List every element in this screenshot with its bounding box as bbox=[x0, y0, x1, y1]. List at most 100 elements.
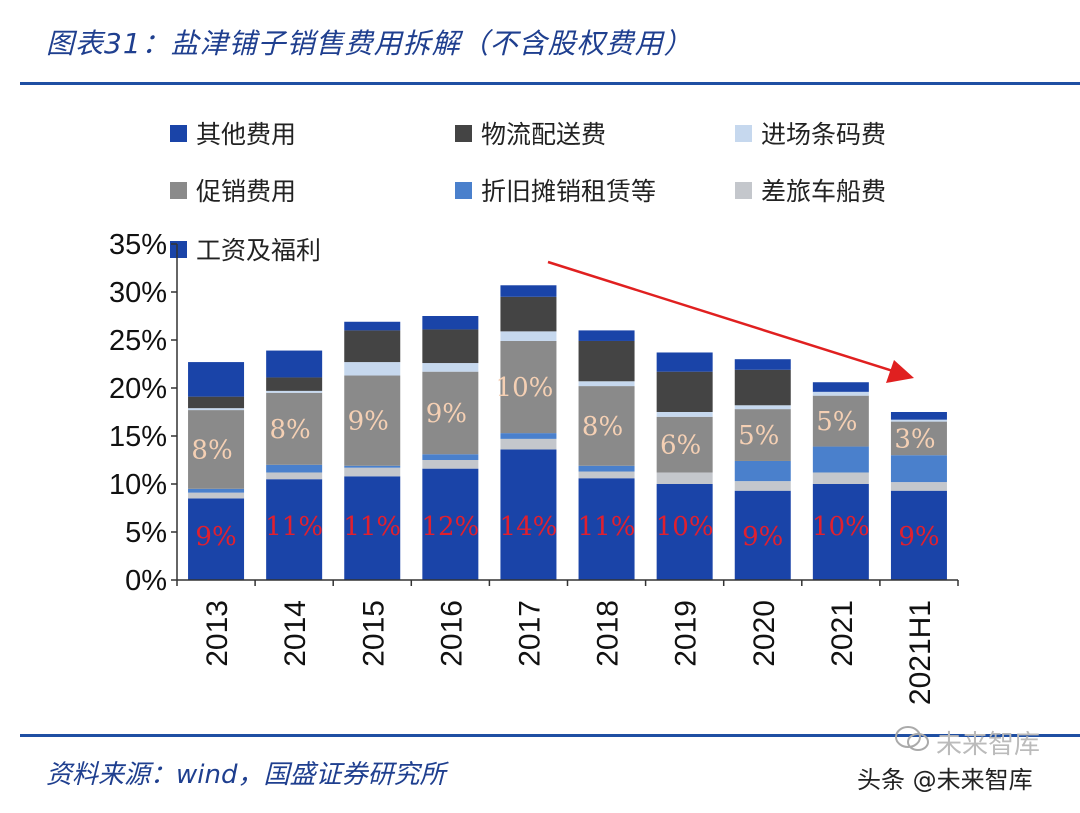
bar-segment bbox=[188, 362, 245, 397]
bar-segment bbox=[578, 465, 635, 472]
legend-label: 其他费用 bbox=[196, 120, 296, 149]
bar-segment bbox=[188, 488, 245, 493]
bar-segment bbox=[344, 330, 401, 363]
bar-segment bbox=[578, 478, 635, 580]
bar-segment bbox=[344, 321, 401, 331]
y-tick-label: 35% bbox=[109, 229, 167, 261]
legend-swatch bbox=[170, 182, 187, 199]
bar-segment bbox=[890, 490, 947, 580]
trend-arrow-head bbox=[886, 360, 914, 383]
bar-segment bbox=[500, 296, 557, 332]
bar-segment bbox=[188, 396, 245, 409]
bar-segment bbox=[812, 382, 869, 392]
bar-segment bbox=[422, 468, 479, 580]
bar-segment bbox=[344, 465, 401, 468]
bar-segment bbox=[656, 416, 713, 473]
bar-segment bbox=[656, 484, 713, 580]
bar-segment bbox=[500, 331, 557, 341]
promo-data-label: 8% bbox=[191, 435, 232, 465]
legend-swatch bbox=[455, 125, 472, 142]
bar-segment bbox=[500, 433, 557, 439]
bar-segment bbox=[890, 455, 947, 483]
bar-segment bbox=[266, 479, 323, 580]
legend-label: 工资及福利 bbox=[196, 236, 321, 265]
bar-segment bbox=[422, 371, 479, 455]
legend-swatch bbox=[735, 182, 752, 199]
bar-segment bbox=[344, 362, 401, 376]
bar-segment bbox=[188, 410, 245, 489]
bar-segment bbox=[656, 352, 713, 372]
y-tick-label: 25% bbox=[109, 325, 167, 357]
y-tick-label: 10% bbox=[109, 469, 167, 501]
bar-segment bbox=[578, 330, 635, 341]
legend-swatch bbox=[170, 241, 187, 258]
bar-segment bbox=[734, 409, 791, 461]
legend-label: 折旧摊销租赁等 bbox=[481, 177, 656, 206]
bar-segment bbox=[266, 472, 323, 480]
bar-segment bbox=[734, 405, 791, 410]
bar-segment bbox=[266, 390, 323, 393]
legend-label: 进场条码费 bbox=[761, 120, 886, 149]
data-labels: 9% 8% 11% 8% 11% 9% 12% 9% 14% 10% 11% 8% 10% 6% 9% 5% 1… bbox=[191, 373, 939, 552]
bar-segment bbox=[188, 408, 245, 411]
chart-title: 图表31：盐津铺子销售费用拆解（不含股权费用） bbox=[46, 27, 693, 60]
bar-segment bbox=[734, 369, 791, 406]
legend-label: 促销费用 bbox=[196, 177, 296, 206]
legend-swatch bbox=[170, 125, 187, 142]
bar-segment bbox=[578, 381, 635, 387]
promo-data-label: 6% bbox=[660, 431, 701, 461]
x-category-label: 2013 bbox=[201, 600, 234, 667]
bar-segment bbox=[812, 446, 869, 473]
bar-segment bbox=[890, 419, 947, 422]
y-axis: 0% 5% 10% 15% 20% 25% 30% 35% bbox=[109, 229, 178, 597]
wage-data-label: 10% bbox=[812, 512, 870, 542]
bar-segment bbox=[812, 484, 869, 580]
wage-data-label: 11% bbox=[578, 512, 636, 542]
y-tick-label: 20% bbox=[109, 373, 167, 405]
bar-segment bbox=[812, 395, 869, 447]
y-tick-label: 0% bbox=[125, 565, 167, 597]
bar-segment bbox=[422, 316, 479, 330]
wage-data-label: 12% bbox=[421, 512, 479, 542]
bar-segment bbox=[890, 482, 947, 491]
bar-segment bbox=[422, 460, 479, 469]
bars bbox=[188, 285, 947, 580]
bar-segment bbox=[812, 472, 869, 484]
bar-segment bbox=[656, 412, 713, 417]
wechat-icon bbox=[895, 726, 929, 751]
bar-segment bbox=[500, 285, 557, 297]
bar-segment bbox=[578, 471, 635, 479]
bar-segment bbox=[422, 329, 479, 364]
source-note: 资料来源：wind，国盛证券研究所 bbox=[46, 760, 446, 790]
wage-data-label: 14% bbox=[500, 512, 558, 542]
promo-data-label: 8% bbox=[582, 412, 623, 442]
top-rule bbox=[20, 82, 1080, 85]
legend-swatch bbox=[455, 182, 472, 199]
bar-segment bbox=[890, 421, 947, 456]
bar-segment bbox=[422, 363, 479, 372]
x-category-label: 2020 bbox=[748, 600, 781, 667]
promo-data-label: 3% bbox=[894, 424, 935, 454]
bar-segment bbox=[344, 467, 401, 477]
wage-data-label: 11% bbox=[265, 512, 323, 542]
wage-data-label: 11% bbox=[343, 512, 401, 542]
x-category-label: 2019 bbox=[670, 600, 703, 667]
bar-segment bbox=[734, 359, 791, 370]
bar-segment bbox=[266, 350, 323, 378]
bar-segment bbox=[578, 386, 635, 466]
promo-data-label: 8% bbox=[270, 415, 311, 445]
watermark: 头条 @未来智库 bbox=[857, 766, 1033, 794]
bar-segment bbox=[656, 472, 713, 484]
bar-segment bbox=[734, 460, 791, 482]
x-category-label: 2014 bbox=[279, 600, 312, 667]
bar-segment bbox=[266, 464, 323, 473]
promo-data-label: 5% bbox=[816, 407, 857, 437]
bar-segment bbox=[266, 377, 323, 391]
bar-segment bbox=[734, 490, 791, 580]
bar-segment bbox=[656, 371, 713, 412]
bar-segment bbox=[500, 340, 557, 434]
wage-data-label: 9% bbox=[898, 522, 939, 552]
bar-segment bbox=[812, 391, 869, 396]
